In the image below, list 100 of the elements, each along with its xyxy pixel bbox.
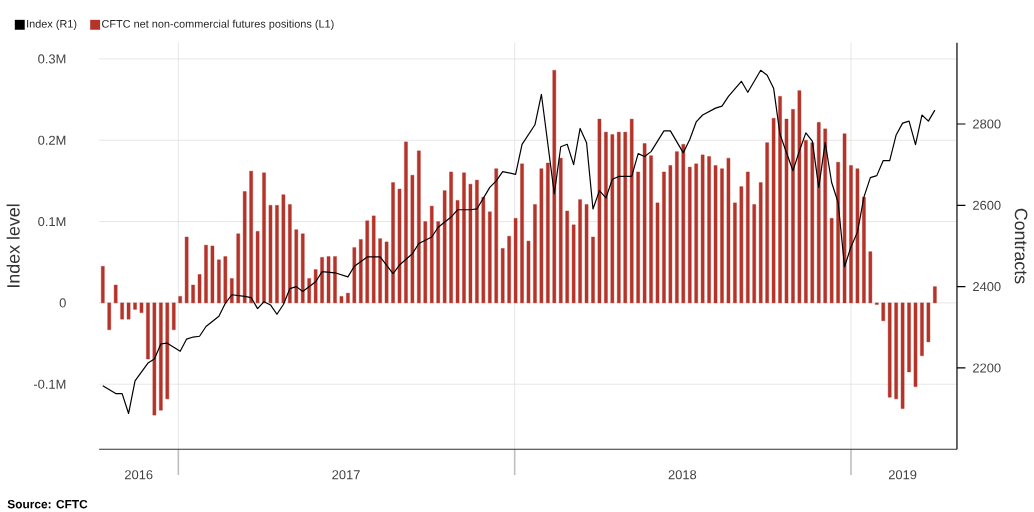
bar xyxy=(571,224,576,304)
bar xyxy=(488,211,492,304)
legend-label: Index (R1) xyxy=(27,19,77,31)
y2-tick-label: 2200 xyxy=(973,363,1001,373)
bar xyxy=(320,257,324,304)
bar xyxy=(584,204,589,304)
bar xyxy=(217,259,221,304)
bar xyxy=(842,133,847,304)
bar xyxy=(881,302,886,322)
bar xyxy=(455,200,460,304)
bar xyxy=(152,302,157,416)
bar xyxy=(378,238,382,304)
bar xyxy=(868,251,873,304)
bar xyxy=(423,221,428,304)
bar xyxy=(636,171,640,304)
y-tick-label: 0.2M xyxy=(38,135,66,145)
bar xyxy=(191,284,195,304)
bar xyxy=(533,204,537,304)
bar xyxy=(223,256,228,304)
bar xyxy=(359,239,363,304)
bar xyxy=(326,256,331,304)
bar xyxy=(339,296,344,304)
bar xyxy=(597,119,602,304)
bar xyxy=(907,302,911,373)
bar xyxy=(365,220,370,304)
bar xyxy=(926,302,931,343)
bar xyxy=(159,302,163,411)
y-axis-title: Index level xyxy=(6,204,20,288)
bar xyxy=(746,171,750,304)
x-tick-label: 2017 xyxy=(332,470,360,480)
bar xyxy=(610,134,615,304)
bar xyxy=(429,206,434,304)
bar xyxy=(171,302,176,331)
bar xyxy=(578,199,582,304)
bar xyxy=(197,274,202,304)
bar xyxy=(462,172,466,304)
bar xyxy=(649,155,653,304)
y2-tick-label: 2400 xyxy=(973,282,1001,292)
y-tick-label: 0.1M xyxy=(38,217,66,227)
bar xyxy=(816,122,821,304)
bar xyxy=(558,158,563,304)
bar xyxy=(694,163,698,304)
bar xyxy=(146,302,150,360)
bar xyxy=(275,205,279,304)
bar xyxy=(475,180,479,304)
bar xyxy=(804,140,808,304)
bar xyxy=(333,256,337,304)
bar xyxy=(101,266,105,304)
bar xyxy=(449,171,453,304)
bar xyxy=(810,142,815,304)
bar xyxy=(675,151,679,304)
bar xyxy=(300,233,305,304)
bar xyxy=(391,182,395,304)
bar xyxy=(268,205,273,304)
bar xyxy=(184,236,189,304)
bar xyxy=(900,302,905,409)
bar xyxy=(352,247,357,304)
bar xyxy=(178,296,182,304)
bar xyxy=(255,231,260,304)
bar xyxy=(771,118,776,304)
bar xyxy=(346,293,350,304)
y-tick-label: 0 xyxy=(59,298,66,308)
y2-tick-label: 2600 xyxy=(973,200,1001,210)
y2-axis-title: Contracts xyxy=(1014,208,1028,284)
bar xyxy=(294,229,299,304)
bar xyxy=(371,215,376,304)
bar xyxy=(417,150,421,304)
bar xyxy=(591,236,595,304)
bar xyxy=(784,119,789,304)
bar xyxy=(120,302,124,320)
bar xyxy=(894,302,898,400)
bar xyxy=(507,236,511,304)
bar xyxy=(726,158,731,304)
bar xyxy=(210,245,215,304)
bar xyxy=(668,165,673,304)
bar xyxy=(539,168,544,304)
bar xyxy=(500,248,505,304)
bar xyxy=(662,171,666,304)
bar xyxy=(933,286,937,304)
bar xyxy=(236,233,240,304)
y-tick-label: -0.1M xyxy=(33,379,66,389)
bar xyxy=(797,90,802,304)
bar xyxy=(720,168,724,304)
bar xyxy=(410,175,415,304)
bar xyxy=(765,142,769,304)
bar xyxy=(739,186,744,304)
bar xyxy=(681,144,686,304)
x-tick-label: 2016 xyxy=(125,470,153,480)
bar xyxy=(481,197,486,304)
bar xyxy=(107,302,112,331)
bar xyxy=(752,204,757,304)
bar xyxy=(713,165,718,304)
source-note: Source: CFTC xyxy=(7,500,88,509)
y-tick-label: 0.3M xyxy=(38,54,66,64)
bar xyxy=(468,184,473,304)
bar xyxy=(733,202,737,304)
bar xyxy=(829,218,834,304)
bar xyxy=(230,278,234,304)
bar xyxy=(288,204,292,304)
bar xyxy=(552,70,557,304)
